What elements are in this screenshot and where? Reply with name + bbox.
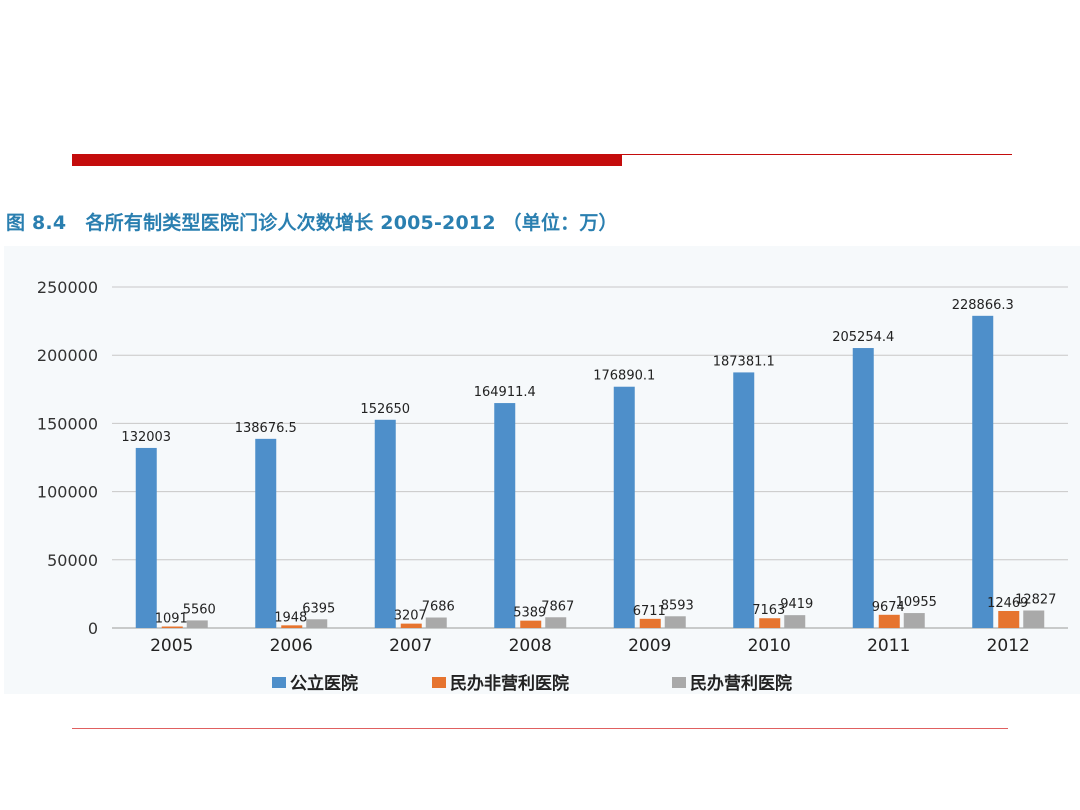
bar: [784, 615, 806, 628]
bar: [664, 616, 686, 628]
decorative-red-bar: [72, 154, 622, 166]
decorative-red-line-top: [622, 154, 1012, 155]
data-label: 7686: [422, 600, 455, 615]
bar: [1023, 610, 1045, 628]
y-tick-label: 100000: [37, 483, 98, 502]
data-label: 8593: [661, 598, 694, 613]
data-label: 7163: [752, 603, 785, 618]
bar: [878, 614, 900, 628]
bar: [972, 315, 994, 628]
data-label: 9674: [872, 600, 905, 615]
figure-title: 图 8.4 各所有制类型医院门诊人次数增长 2005-2012 （单位：万）: [6, 212, 618, 234]
x-tick-label: 2010: [748, 636, 791, 656]
bar: [255, 438, 277, 628]
bar: [374, 419, 396, 628]
y-tick-label: 250000: [37, 278, 98, 297]
bar: [639, 618, 661, 628]
legend-label: 民办营利医院: [690, 673, 792, 694]
y-tick-label: 150000: [37, 414, 98, 433]
data-label: 132003: [121, 430, 171, 445]
bar: [998, 610, 1020, 628]
x-tick-label: 2008: [509, 636, 552, 656]
data-label: 1948: [274, 610, 307, 625]
data-label: 10955: [896, 595, 937, 610]
bar: [759, 618, 781, 628]
data-label: 3207: [394, 609, 427, 624]
data-label: 164911.4: [474, 385, 536, 400]
legend-swatch: [432, 677, 446, 688]
legend-label: 民办非营利医院: [450, 673, 569, 694]
bar: [903, 613, 925, 628]
data-label: 7867: [541, 599, 574, 614]
data-label: 176890.1: [593, 369, 655, 384]
data-label: 1091: [155, 612, 188, 627]
chart-panel: 0 50000 100000 150000 200000 250000 132003 1091…: [4, 246, 1080, 694]
data-label: 152650: [360, 402, 410, 417]
x-tick-label: 2009: [628, 636, 671, 656]
legend-label: 公立医院: [290, 673, 358, 694]
data-label: 9419: [780, 597, 813, 612]
legend-swatch: [672, 677, 686, 688]
data-label: 6711: [633, 604, 666, 619]
data-label: 5560: [183, 602, 216, 617]
data-label: 5389: [513, 606, 546, 621]
bar: [494, 403, 516, 628]
data-label: 187381.1: [713, 354, 775, 369]
bar-chart: 0 50000 100000 150000 200000 250000 132003 1091…: [37, 278, 1068, 694]
bar: [520, 620, 542, 628]
bar: [400, 623, 422, 628]
bar: [161, 626, 183, 628]
x-tick-label: 2006: [270, 636, 313, 656]
bar: [306, 619, 328, 628]
bar: [281, 625, 303, 628]
x-tick-label: 2007: [389, 636, 432, 656]
data-label: 12469: [987, 596, 1028, 611]
bar: [545, 617, 567, 628]
decorative-red-line-bottom: [72, 728, 1008, 729]
x-tick-label: 2012: [987, 636, 1030, 656]
data-label: 205254.4: [832, 330, 894, 345]
bar: [733, 372, 755, 628]
data-label: 138676.5: [235, 421, 297, 436]
y-tick-label: 50000: [47, 551, 98, 570]
bar: [852, 348, 874, 628]
x-tick-label: 2011: [867, 636, 910, 656]
legend-swatch: [272, 677, 286, 688]
y-tick-label: 0: [88, 619, 98, 638]
data-label: 12827: [1015, 593, 1056, 608]
bar: [613, 386, 635, 628]
data-label: 228866.3: [952, 298, 1014, 313]
data-label: 6395: [302, 601, 335, 616]
y-tick-label: 200000: [37, 346, 98, 365]
bar: [135, 447, 157, 628]
x-tick-label: 2005: [150, 636, 193, 656]
bar: [186, 620, 208, 628]
bar: [425, 617, 447, 628]
